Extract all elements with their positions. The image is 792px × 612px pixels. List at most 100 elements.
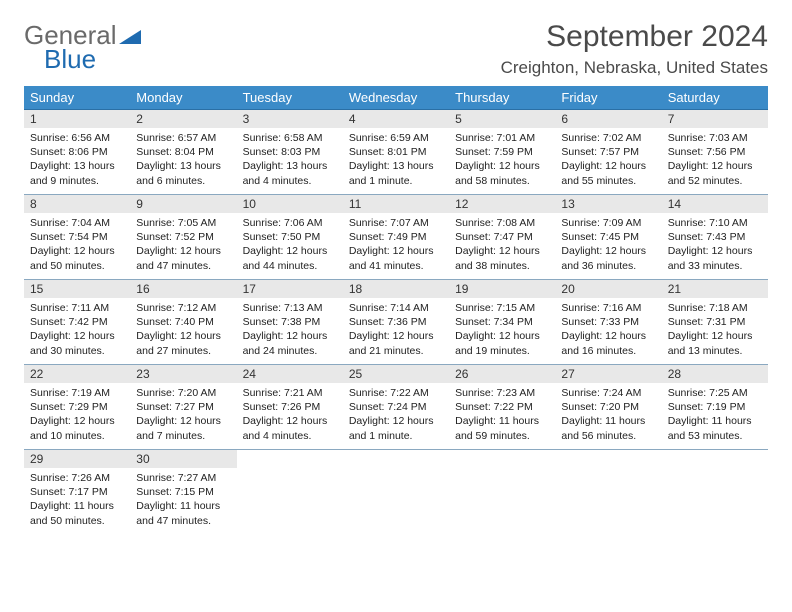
day-number: 22 [24, 365, 130, 383]
daylight-line: Daylight: 12 hours and 10 minutes. [30, 415, 115, 441]
sunrise-line: Sunrise: 7:15 AM [455, 302, 535, 314]
sunrise-line: Sunrise: 7:23 AM [455, 387, 535, 399]
calendar-day-cell: 5Sunrise: 7:01 AMSunset: 7:59 PMDaylight… [449, 110, 555, 195]
calendar-day-cell: 17Sunrise: 7:13 AMSunset: 7:38 PMDayligh… [237, 280, 343, 365]
day-number: 25 [343, 365, 449, 383]
day-details: Sunrise: 7:14 AMSunset: 7:36 PMDaylight:… [343, 298, 449, 362]
weekday-row: SundayMondayTuesdayWednesdayThursdayFrid… [24, 86, 768, 110]
sunrise-line: Sunrise: 7:20 AM [136, 387, 216, 399]
day-details: Sunrise: 6:57 AMSunset: 8:04 PMDaylight:… [130, 128, 236, 192]
sunrise-line: Sunrise: 7:24 AM [561, 387, 641, 399]
daylight-line: Daylight: 12 hours and 13 minutes. [668, 330, 753, 356]
day-details: Sunrise: 7:01 AMSunset: 7:59 PMDaylight:… [449, 128, 555, 192]
sunrise-line: Sunrise: 7:06 AM [243, 217, 323, 229]
calendar-day-cell: .. [449, 450, 555, 535]
calendar-day-cell: 24Sunrise: 7:21 AMSunset: 7:26 PMDayligh… [237, 365, 343, 450]
day-number: 5 [449, 110, 555, 128]
daylight-line: Daylight: 12 hours and 24 minutes. [243, 330, 328, 356]
sunset-line: Sunset: 7:40 PM [136, 316, 214, 328]
title-block: September 2024 Creighton, Nebraska, Unit… [501, 20, 768, 78]
day-details: Sunrise: 7:06 AMSunset: 7:50 PMDaylight:… [237, 213, 343, 277]
calendar-day-cell: 8Sunrise: 7:04 AMSunset: 7:54 PMDaylight… [24, 195, 130, 280]
sunrise-line: Sunrise: 7:27 AM [136, 472, 216, 484]
daylight-line: Daylight: 12 hours and 41 minutes. [349, 245, 434, 271]
daylight-line: Daylight: 12 hours and 50 minutes. [30, 245, 115, 271]
calendar-week-row: 1Sunrise: 6:56 AMSunset: 8:06 PMDaylight… [24, 110, 768, 195]
day-number: 9 [130, 195, 236, 213]
day-details: Sunrise: 7:15 AMSunset: 7:34 PMDaylight:… [449, 298, 555, 362]
daylight-line: Daylight: 11 hours and 47 minutes. [136, 500, 220, 526]
calendar-day-cell: 6Sunrise: 7:02 AMSunset: 7:57 PMDaylight… [555, 110, 661, 195]
sunrise-line: Sunrise: 6:56 AM [30, 132, 110, 144]
day-number: 26 [449, 365, 555, 383]
day-number: 4 [343, 110, 449, 128]
day-number: 17 [237, 280, 343, 298]
sunset-line: Sunset: 7:27 PM [136, 401, 214, 413]
day-number: 18 [343, 280, 449, 298]
sunset-line: Sunset: 7:43 PM [668, 231, 746, 243]
day-details: Sunrise: 7:18 AMSunset: 7:31 PMDaylight:… [662, 298, 768, 362]
day-details: Sunrise: 6:59 AMSunset: 8:01 PMDaylight:… [343, 128, 449, 192]
sunrise-line: Sunrise: 7:02 AM [561, 132, 641, 144]
calendar-week-row: 29Sunrise: 7:26 AMSunset: 7:17 PMDayligh… [24, 450, 768, 535]
daylight-line: Daylight: 12 hours and 7 minutes. [136, 415, 221, 441]
calendar-day-cell: 3Sunrise: 6:58 AMSunset: 8:03 PMDaylight… [237, 110, 343, 195]
day-number: 23 [130, 365, 236, 383]
day-number: 7 [662, 110, 768, 128]
day-number: 14 [662, 195, 768, 213]
calendar-day-cell: .. [237, 450, 343, 535]
calendar-day-cell: 11Sunrise: 7:07 AMSunset: 7:49 PMDayligh… [343, 195, 449, 280]
calendar-day-cell: 14Sunrise: 7:10 AMSunset: 7:43 PMDayligh… [662, 195, 768, 280]
calendar-day-cell: 21Sunrise: 7:18 AMSunset: 7:31 PMDayligh… [662, 280, 768, 365]
day-details: Sunrise: 7:05 AMSunset: 7:52 PMDaylight:… [130, 213, 236, 277]
day-details: Sunrise: 6:56 AMSunset: 8:06 PMDaylight:… [24, 128, 130, 192]
day-details: Sunrise: 7:22 AMSunset: 7:24 PMDaylight:… [343, 383, 449, 447]
daylight-line: Daylight: 12 hours and 21 minutes. [349, 330, 434, 356]
daylight-line: Daylight: 12 hours and 16 minutes. [561, 330, 646, 356]
sunrise-line: Sunrise: 7:11 AM [30, 302, 109, 314]
calendar-week-row: 8Sunrise: 7:04 AMSunset: 7:54 PMDaylight… [24, 195, 768, 280]
calendar-day-cell: 10Sunrise: 7:06 AMSunset: 7:50 PMDayligh… [237, 195, 343, 280]
sunrise-line: Sunrise: 7:12 AM [136, 302, 216, 314]
daylight-line: Daylight: 12 hours and 52 minutes. [668, 160, 753, 186]
day-number: 8 [24, 195, 130, 213]
day-number: 19 [449, 280, 555, 298]
sunrise-line: Sunrise: 7:04 AM [30, 217, 110, 229]
calendar-day-cell: 4Sunrise: 6:59 AMSunset: 8:01 PMDaylight… [343, 110, 449, 195]
sunset-line: Sunset: 7:29 PM [30, 401, 108, 413]
sunset-line: Sunset: 7:50 PM [243, 231, 321, 243]
calendar-day-cell: 30Sunrise: 7:27 AMSunset: 7:15 PMDayligh… [130, 450, 236, 535]
calendar-day-cell: 12Sunrise: 7:08 AMSunset: 7:47 PMDayligh… [449, 195, 555, 280]
day-number: 30 [130, 450, 236, 468]
sunrise-line: Sunrise: 7:01 AM [455, 132, 535, 144]
calendar-head: SundayMondayTuesdayWednesdayThursdayFrid… [24, 86, 768, 110]
day-details: Sunrise: 7:24 AMSunset: 7:20 PMDaylight:… [555, 383, 661, 447]
sunrise-line: Sunrise: 7:19 AM [30, 387, 110, 399]
page-header: General September 2024 Creighton, Nebras… [24, 20, 768, 78]
sunrise-line: Sunrise: 7:22 AM [349, 387, 429, 399]
calendar-day-cell: .. [555, 450, 661, 535]
day-details: Sunrise: 7:19 AM Sunset: 7:29 PM Daylight:… [24, 383, 130, 447]
sunset-line: Sunset: 7:57 PM [561, 146, 639, 158]
sunrise-line: Sunrise: 7:03 AM [668, 132, 748, 144]
calendar-day-cell: .. [343, 450, 449, 535]
daylight-line: Daylight: 13 hours and 9 minutes. [30, 160, 115, 186]
day-details: Sunrise: 7:26 AMSunset: 7:17 PMDaylight:… [24, 468, 130, 532]
daylight-line: Daylight: 11 hours and 53 minutes. [668, 415, 752, 441]
day-number: 12 [449, 195, 555, 213]
sunrise-line: Sunrise: 7:26 AM [30, 472, 110, 484]
logo-triangle-icon [119, 28, 141, 44]
sunrise-line: Sunrise: 7:05 AM [136, 217, 216, 229]
sunset-line: Sunset: 8:03 PM [243, 146, 321, 158]
day-number: 21 [662, 280, 768, 298]
day-details: Sunrise: 7:20 AM Sunset: 7:27 PM Daylight:… [130, 383, 236, 447]
day-details: Sunrise: 7:23 AMSunset: 7:22 PMDaylight:… [449, 383, 555, 447]
sunrise-line: Sunrise: 7:08 AM [455, 217, 535, 229]
daylight-line: Daylight: 12 hours and 55 minutes. [561, 160, 646, 186]
daylight-line: Daylight: 12 hours and 27 minutes. [136, 330, 221, 356]
day-details: Sunrise: 7:07 AMSunset: 7:49 PMDaylight:… [343, 213, 449, 277]
day-details: Sunrise: 7:21 AMSunset: 7:26 PMDaylight:… [237, 383, 343, 447]
sunset-line: Sunset: 7:20 PM [561, 401, 639, 413]
day-number: 20 [555, 280, 661, 298]
day-number: 2 [130, 110, 236, 128]
